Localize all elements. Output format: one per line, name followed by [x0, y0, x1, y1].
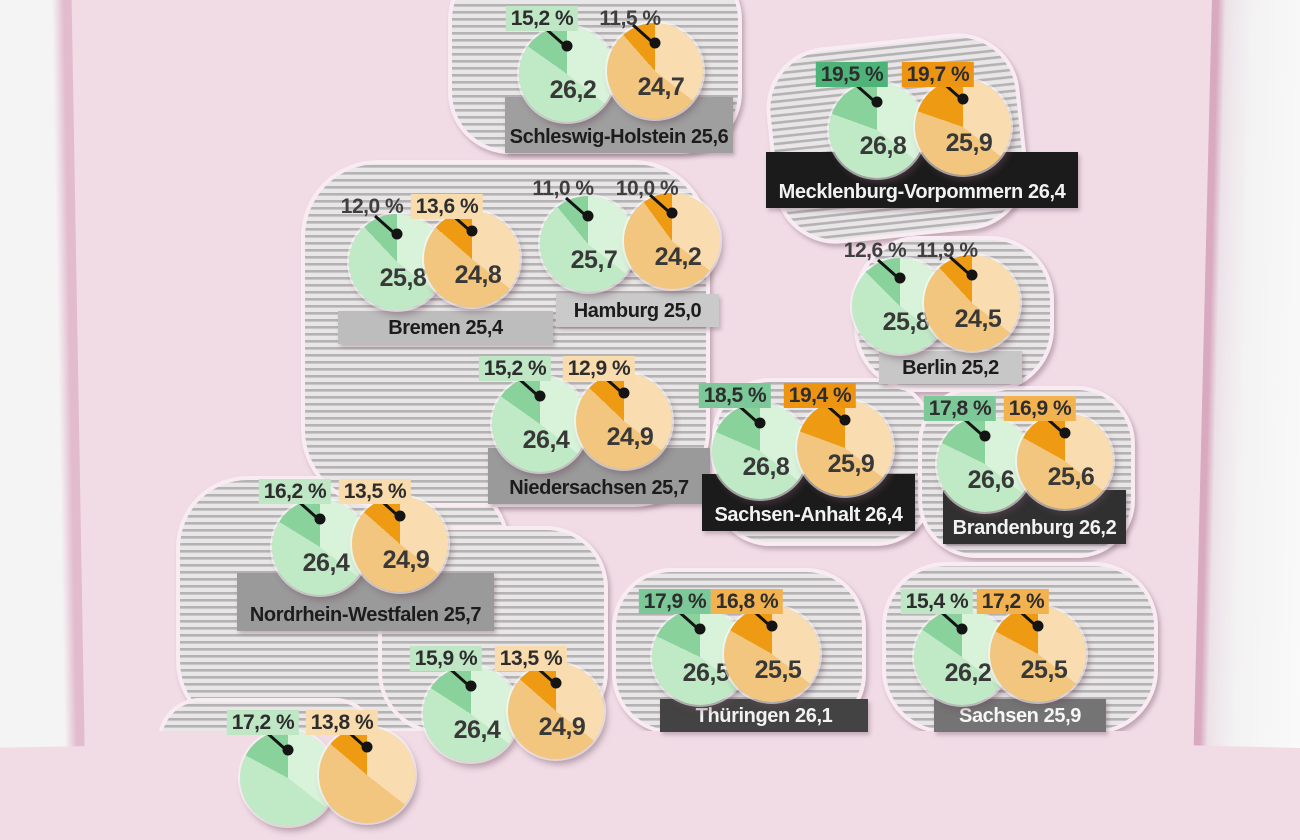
state-group-brandenburg: 26,6 17,8 % 25,6 16,9 %	[923, 396, 1177, 526]
state-group-unlabeled-bottom-left: 17,2 % 13,8 %	[226, 710, 480, 840]
green-value: 25,8	[882, 308, 930, 336]
orange-pie: 24,9	[576, 373, 672, 469]
orange-pie	[319, 727, 415, 823]
orange-pie: 25,6	[1017, 413, 1113, 509]
state-group-berlin: 25,8 12,6 % 24,5 11,9 %	[844, 238, 1092, 368]
orange-pie: 24,7	[607, 23, 703, 119]
orange-value: 24,5	[954, 305, 1002, 333]
green-pct-badge: 15,2 %	[505, 6, 579, 31]
orange-pct-badge: 16,9 %	[1003, 396, 1077, 421]
state-label-bar-hamburg: Hamburg 25,0	[556, 294, 719, 327]
state-group-bremen: 25,8 12,0 % 24,8 13,6 %	[341, 194, 589, 324]
orange-pct-badge: 13,6 %	[410, 194, 484, 219]
state-label-bar-berlin: Berlin 25,2	[879, 351, 1022, 384]
state-group-thueringen: 26,5 17,9 % 25,5 16,8 %	[638, 589, 892, 719]
green-pie: 26,2	[519, 26, 615, 122]
green-value: 25,7	[570, 246, 618, 274]
green-value: 26,8	[859, 132, 907, 160]
orange-pct-badge: 11,5 %	[599, 7, 661, 30]
orange-value: 25,5	[1020, 656, 1068, 684]
state-label: Hamburg 25,0	[573, 300, 702, 322]
state-group-nordrhein-westfalen: 26,4 16,2 % 24,9 13,5 %	[258, 479, 512, 609]
state-group-mecklenburg-vorpommern: 26,8 19,5 % 25,9 19,7 %	[815, 62, 1069, 192]
state-label: Mecklenburg-Vorpommern 26,4	[778, 181, 1066, 203]
orange-value: 25,9	[827, 450, 875, 478]
green-pct-badge: 12,0 %	[340, 195, 404, 218]
orange-value: 24,7	[637, 73, 685, 101]
green-pie: 26,8	[829, 82, 925, 178]
green-pct-badge: 16,2 %	[258, 479, 332, 504]
orange-pct-badge: 19,7 %	[901, 62, 975, 87]
orange-pct-badge: 12,9 %	[562, 356, 636, 381]
state-label: Brandenburg 26,2	[952, 517, 1117, 539]
orange-pct-badge: 13,5 %	[494, 646, 568, 671]
orange-value: 24,2	[654, 243, 702, 271]
state-label: Sachsen 25,9	[959, 705, 1081, 727]
orange-pie: 24,8	[424, 211, 520, 307]
orange-pct-badge: 19,4 %	[783, 383, 857, 408]
state-group-sachsen-anhalt: 26,8 18,5 % 25,9 19,4 %	[698, 383, 952, 513]
orange-pie: 24,9	[508, 663, 604, 759]
orange-pie: 24,9	[352, 496, 448, 592]
orange-pct-badge: 16,8 %	[710, 589, 784, 614]
orange-value: 25,6	[1047, 463, 1095, 491]
state-group-niedersachsen: 26,4 15,2 % 24,9 12,9 %	[478, 356, 732, 486]
state-label: Niedersachsen 25,7	[509, 477, 689, 499]
green-value: 26,5	[682, 659, 730, 687]
green-pct-badge: 19,5 %	[815, 62, 889, 87]
orange-value: 24,9	[538, 713, 586, 741]
orange-value: 24,9	[382, 546, 430, 574]
orange-pie: 25,5	[724, 606, 820, 702]
green-value: 26,4	[302, 549, 350, 577]
orange-pct-badge: 13,5 %	[338, 479, 412, 504]
state-label: Nordrhein-Westfalen 25,7	[249, 604, 482, 626]
green-pie: 26,8	[712, 403, 808, 499]
green-pct-badge: 12,6 %	[843, 239, 907, 262]
orange-pct-badge: 10,0 %	[615, 177, 679, 200]
state-group-sachsen: 26,2 15,4 % 25,5 17,2 %	[900, 589, 1154, 719]
orange-pie: 24,5	[924, 255, 1020, 351]
orange-pct-badge: 17,2 %	[976, 589, 1050, 614]
state-groups-layer: 26,2 15,2 % 24,7 11,5 % 26,8 19,5 % 25,9 19,7 %…	[226, 6, 1177, 826]
green-pie: 25,7	[540, 196, 636, 292]
state-label: Thüringen 26,1	[695, 705, 833, 727]
green-value: 26,2	[944, 659, 992, 687]
orange-value: 25,9	[945, 129, 993, 157]
orange-value: 24,9	[606, 423, 654, 451]
orange-value: 24,8	[454, 261, 502, 289]
orange-value: 25,5	[754, 656, 802, 684]
orange-pct-badge: 13,8 %	[305, 710, 379, 735]
orange-pie: 24,2	[624, 193, 720, 289]
state-group-schleswig-holstein: 26,2 15,2 % 24,7 11,5 %	[505, 6, 759, 136]
state-label: Bremen 25,4	[388, 317, 503, 339]
green-pct-badge: 15,4 %	[900, 589, 974, 614]
state-label-bar-nordrhein-westfalen: Nordrhein-Westfalen 25,7	[237, 573, 494, 631]
orange-pie: 25,9	[915, 79, 1011, 175]
orange-pct-badge: 11,9 %	[916, 239, 978, 262]
state-label-bar-mecklenburg-vorpommern: Mecklenburg-Vorpommern 26,4	[766, 152, 1078, 208]
green-value: 26,8	[742, 453, 790, 481]
green-pct-badge: 15,9 %	[409, 646, 483, 671]
green-pct-badge: 17,9 %	[638, 589, 712, 614]
state-label: Sachsen-Anhalt 26,4	[714, 504, 903, 526]
state-label: Berlin 25,2	[902, 357, 999, 379]
green-pct-badge: 18,5 %	[698, 383, 772, 408]
green-value: 25,8	[379, 264, 427, 292]
green-value: 26,4	[522, 426, 570, 454]
green-value: 26,2	[549, 76, 597, 104]
orange-pie: 25,9	[797, 400, 893, 496]
green-pct-badge: 17,8 %	[923, 396, 997, 421]
state-label: Schleswig-Holstein 25,6	[509, 126, 729, 148]
green-value: 26,6	[967, 466, 1015, 494]
green-pct-badge: 15,2 %	[478, 356, 552, 381]
state-group-hamburg: 25,7 11,0 % 24,2 10,0 %	[532, 176, 780, 306]
state-label-bar-bremen: Bremen 25,4	[338, 311, 553, 344]
green-pct-badge: 11,0 %	[532, 177, 594, 200]
green-pct-badge: 17,2 %	[226, 710, 300, 735]
green-pie: 26,4	[492, 376, 588, 472]
orange-pie: 25,5	[990, 606, 1086, 702]
